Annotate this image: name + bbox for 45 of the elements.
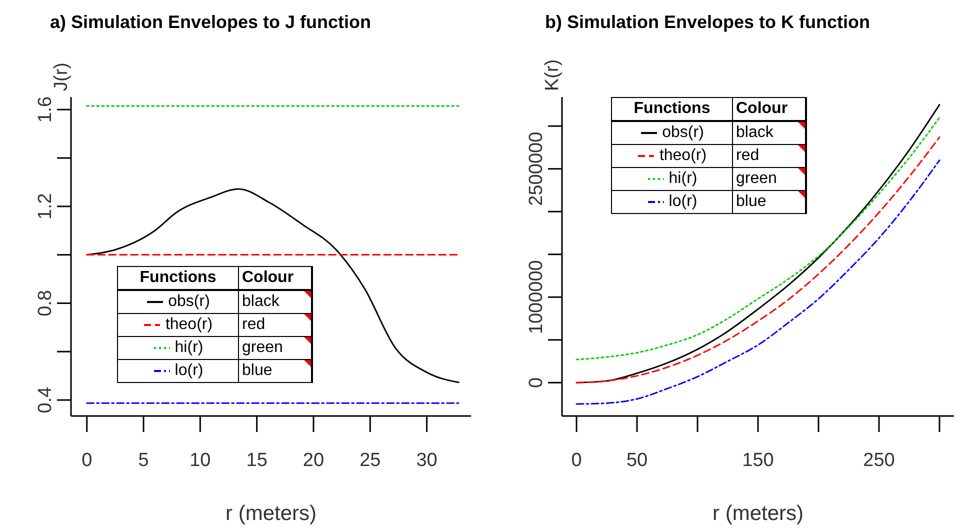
y-tick-label: 1.2 [35, 193, 56, 220]
y-axis-title: K(r) [542, 59, 563, 91]
chart-title: b) Simulation Envelopes to K function [545, 12, 870, 33]
annotation: Colour [732, 98, 806, 121]
x-tick-label: 10 [190, 450, 211, 471]
annotation: green [732, 168, 806, 190]
chart-title: a) Simulation Envelopes to J function [50, 12, 372, 33]
x-tick-label: 0 [571, 450, 582, 471]
y-tick-label: 1.6 [35, 96, 56, 123]
legend-label: hi(r) [612, 168, 732, 190]
y-tick-label: 0.4 [35, 386, 56, 414]
x-tick-label: 25 [360, 450, 381, 471]
annotation: Colour [238, 266, 312, 290]
x-tick-label: 20 [302, 450, 324, 471]
x-tick-label: 30 [416, 450, 438, 471]
y-tick-label: 2500000 [526, 132, 547, 206]
y-tick-label: 0 [526, 377, 547, 388]
legend-label: obs(r) [612, 121, 732, 144]
legend-label: hi(r) [118, 336, 238, 360]
y-tick-label: 1000000 [526, 260, 547, 334]
x-tick-label: 50 [626, 450, 648, 471]
y-axis-title: J(r) [51, 62, 72, 91]
annotation: red [732, 144, 806, 168]
x-tick-label: 15 [246, 450, 268, 471]
x-tick-label: 150 [742, 450, 774, 471]
x-tick-label: 5 [138, 450, 149, 471]
x-axis-title: r (meters) [712, 502, 804, 525]
x-tick-label: 0 [82, 450, 92, 471]
legend-label: theo(r) [612, 144, 732, 168]
annotation: black [732, 121, 806, 144]
legend-title: Functions [118, 266, 238, 290]
annotation: green [238, 336, 312, 360]
legend-label: lo(r) [118, 360, 238, 382]
annotation: black [238, 290, 312, 314]
legend-label: lo(r) [612, 190, 732, 214]
annotation: blue [732, 190, 806, 214]
x-tick-label: 250 [863, 450, 895, 471]
x-axis-title: r (meters) [226, 502, 316, 525]
legend-label: obs(r) [118, 290, 238, 314]
annotation: blue [238, 360, 312, 382]
legend-title: Functions [612, 98, 732, 121]
y-tick-label: 0.8 [35, 290, 56, 316]
legend-label: theo(r) [118, 314, 238, 336]
annotation: red [238, 314, 312, 336]
line-series [86, 188, 460, 384]
